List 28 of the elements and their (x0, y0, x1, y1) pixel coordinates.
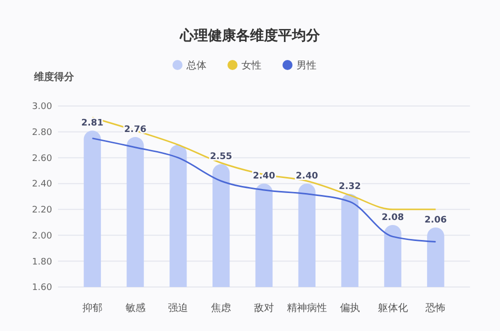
x-tick-label: 敌对 (254, 302, 274, 314)
x-tick-label: 偏执 (340, 302, 360, 314)
y-tick-label: 2.20 (32, 206, 52, 216)
y-tick-label: 3.00 (32, 102, 52, 112)
y-tick-label: 2.40 (32, 180, 52, 190)
data-label: 2.32 (338, 182, 361, 192)
y-tick-label: 1.60 (32, 283, 52, 294)
data-label: 2.55 (210, 152, 232, 162)
x-tick-label: 强迫 (168, 302, 188, 314)
x-tick-label: 敏感 (125, 302, 146, 314)
x-tick-label: 抑郁 (82, 302, 102, 314)
x-tick-label: 躯体化 (378, 302, 408, 314)
legend-label: 总体 (186, 60, 206, 72)
legend-label: 男性 (296, 60, 316, 72)
data-label: 2.81 (81, 118, 104, 129)
y-tick-label: 2.00 (32, 231, 52, 242)
x-tick-label: 恐怖 (424, 302, 446, 314)
y-tick-label: 2.60 (32, 154, 52, 164)
legend-label: 女性 (242, 60, 262, 72)
y-axis-title: 维度得分 (33, 71, 75, 83)
y-tick-label: 2.80 (32, 128, 52, 138)
data-label: 2.40 (296, 172, 318, 182)
data-label: 2.08 (382, 212, 404, 223)
y-tick-label: 1.80 (32, 257, 52, 268)
chart-title: 心理健康各维度平均分 (179, 27, 321, 44)
data-label: 2.06 (424, 216, 447, 226)
x-tick-label: 焦虑 (211, 302, 232, 314)
x-tick-label: 精神病性 (286, 302, 327, 314)
